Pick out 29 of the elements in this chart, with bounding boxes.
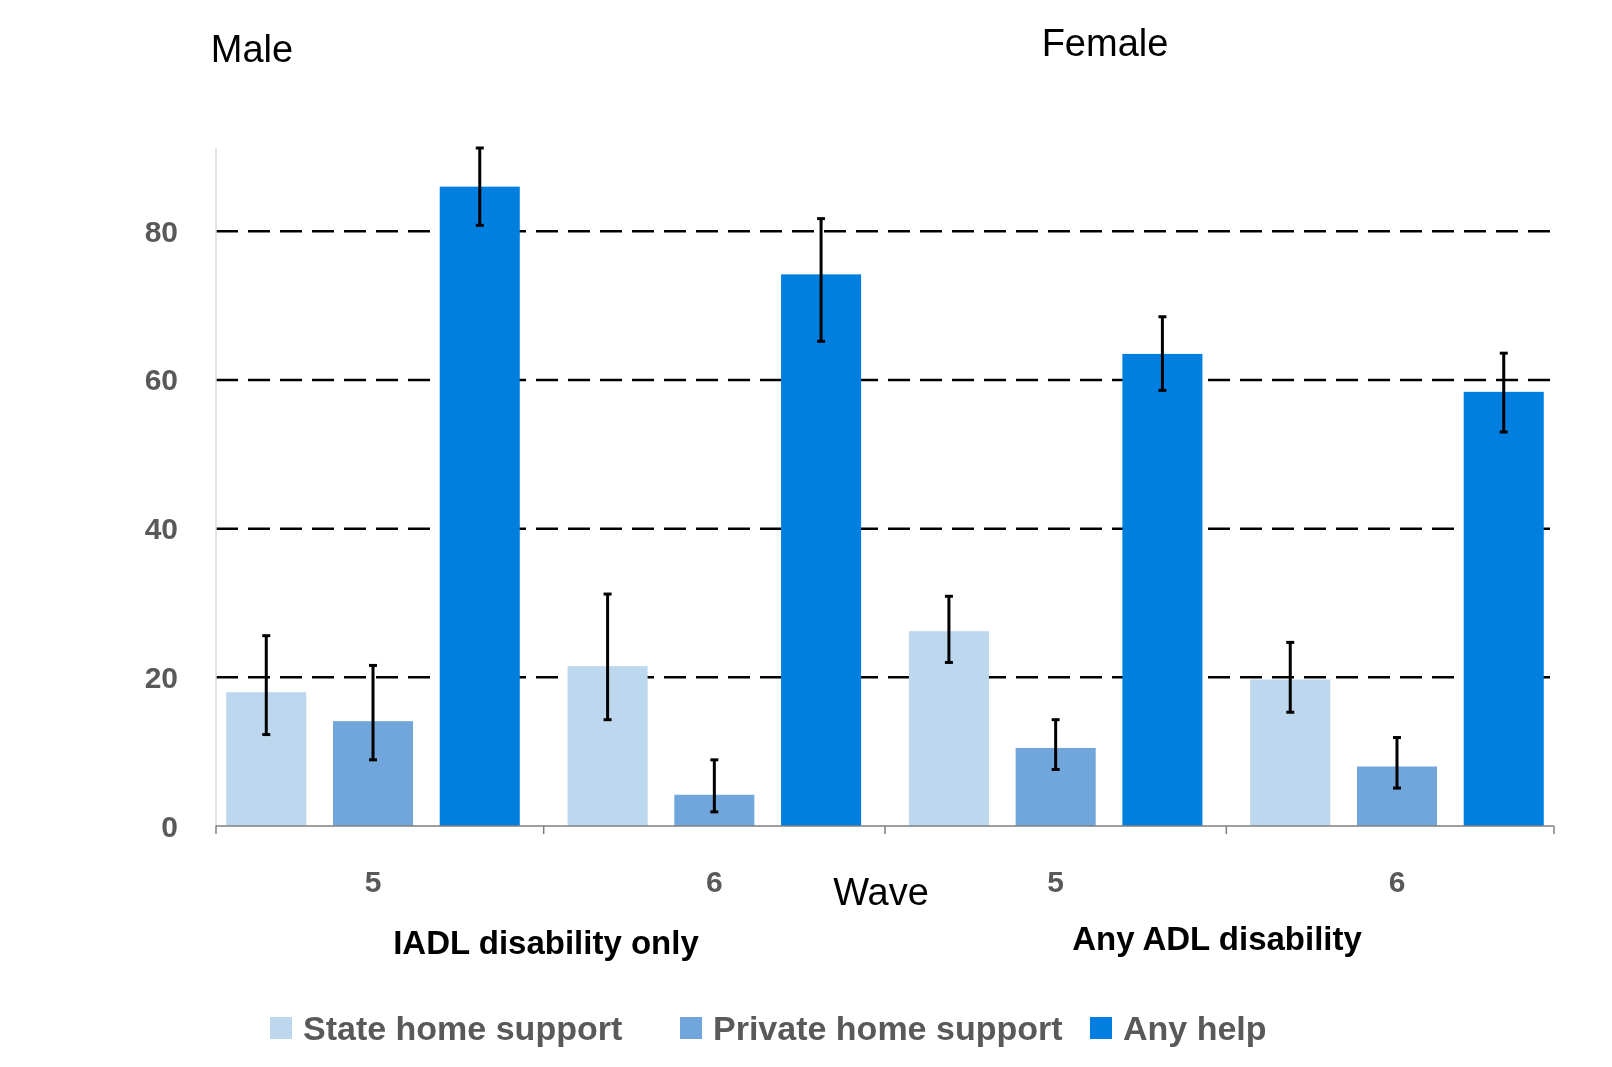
x-tick-label: 6 <box>1388 865 1406 898</box>
bar <box>226 692 307 826</box>
text: Female <box>1041 22 1169 64</box>
bar <box>781 274 862 826</box>
bar <box>908 631 989 826</box>
bar <box>1250 679 1331 826</box>
y-tick-label: 0 <box>161 809 178 843</box>
text: Wave <box>833 871 929 913</box>
bar <box>332 721 414 826</box>
bar <box>1463 391 1544 826</box>
y-tick-label: 40 <box>144 512 178 546</box>
bar <box>439 186 520 826</box>
legend-label: State home support <box>303 1009 623 1047</box>
text: Male <box>210 28 294 70</box>
bar <box>1015 747 1096 826</box>
y-tick-label: 20 <box>144 660 178 694</box>
legend-label: Any help <box>1123 1009 1267 1047</box>
bar <box>1122 353 1203 826</box>
bar <box>674 794 755 826</box>
x-tick-label: 5 <box>364 865 382 898</box>
text: IADL disability only <box>393 924 700 961</box>
y-tick-label: 60 <box>144 363 178 397</box>
x-tick-label: 6 <box>705 865 723 898</box>
text: Any ADL disability <box>1072 920 1363 957</box>
bar <box>567 666 648 826</box>
x-tick-label: 5 <box>1047 865 1065 898</box>
bar <box>1356 766 1438 826</box>
y-tick-label: 80 <box>144 214 178 248</box>
legend-label: Private home support <box>713 1009 1063 1047</box>
